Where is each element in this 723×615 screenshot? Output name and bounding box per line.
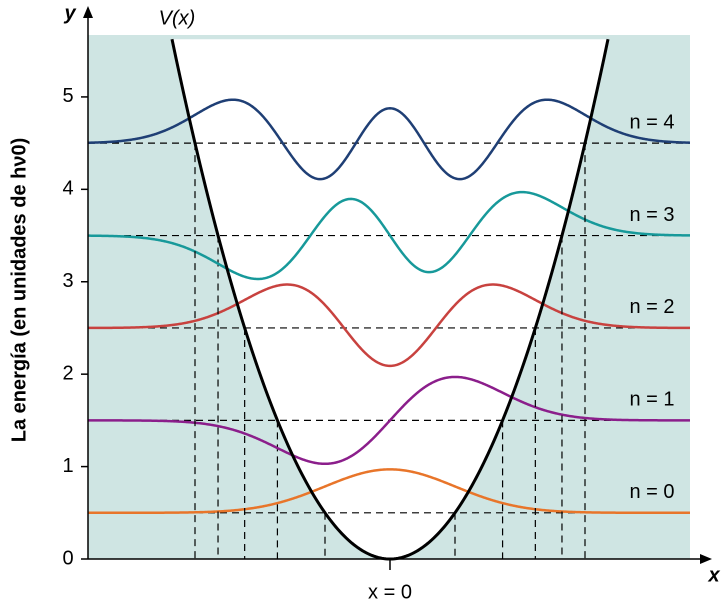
origin-label: x = 0 (368, 581, 412, 603)
wavefunction (87, 190, 691, 281)
wavefunction (88, 375, 691, 466)
level-label: n = 1 (629, 389, 674, 411)
level-label: n = 2 (629, 296, 674, 318)
x-axis-name: x (707, 564, 720, 586)
level-label: n = 4 (629, 111, 674, 133)
y-axis-name: y (63, 2, 76, 24)
y-tick-label: 2 (62, 362, 73, 384)
potential-label: V(x) (159, 7, 196, 29)
wavefunction (87, 283, 691, 368)
wavefunction (88, 468, 690, 515)
y-arrow (83, 6, 93, 18)
level-label: n = 3 (629, 204, 674, 226)
well-interior (172, 39, 608, 559)
y-tick-label: 5 (62, 85, 73, 107)
y-axis-label: La energía (en unidades de hν0) (8, 138, 30, 443)
level-label: n = 0 (629, 481, 674, 503)
y-tick-label: 4 (62, 178, 73, 200)
y-tick-label: 0 (62, 547, 73, 569)
x-arrow (700, 554, 712, 564)
y-tick-label: 1 (62, 455, 73, 477)
y-tick-label: 3 (62, 270, 73, 292)
